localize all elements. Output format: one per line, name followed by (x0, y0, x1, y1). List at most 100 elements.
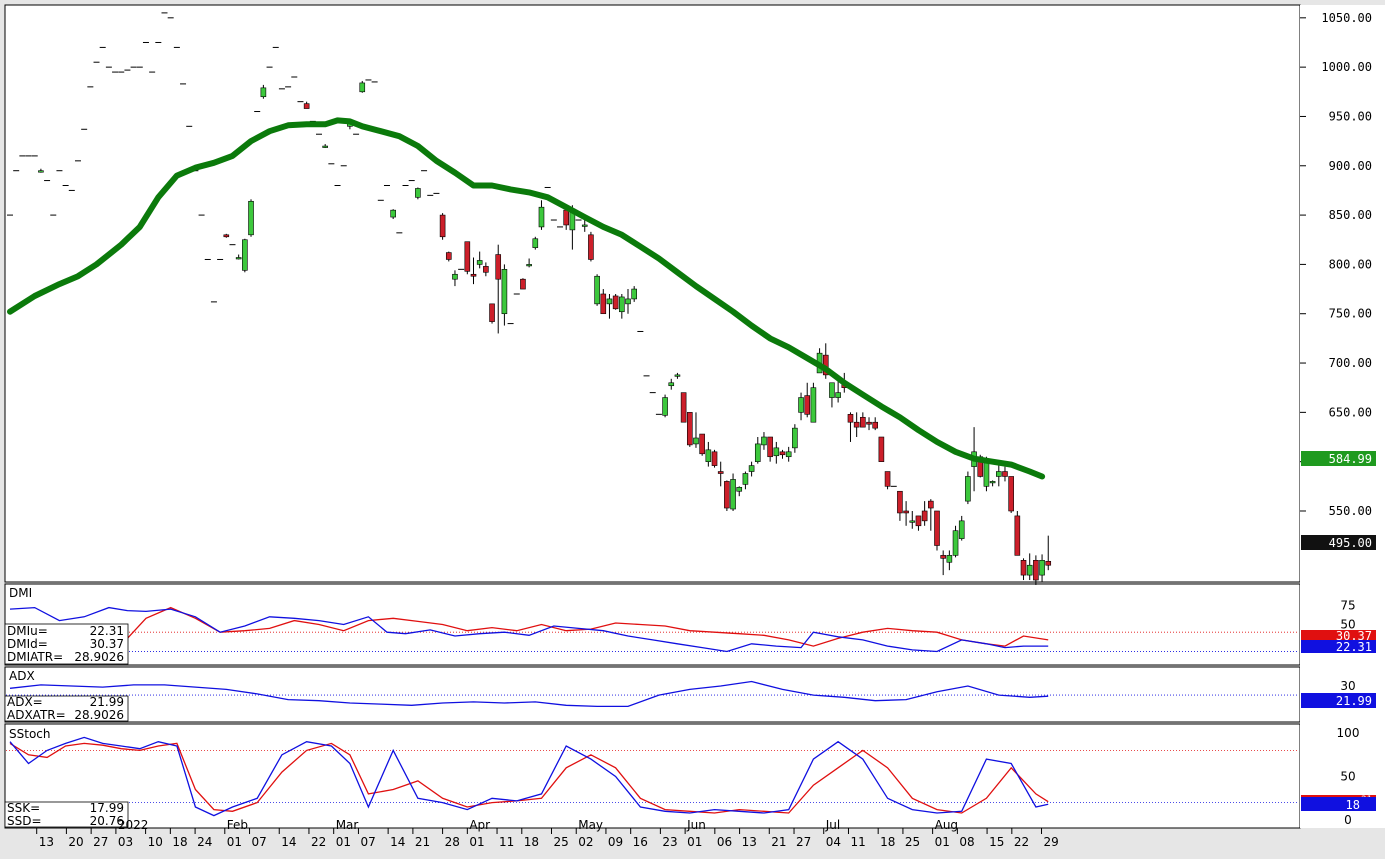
candle-up (1039, 560, 1045, 576)
y-tick-label: 0 (1344, 813, 1352, 827)
x-tick-label: 18 (524, 835, 539, 849)
x-tick-label: 21 (771, 835, 786, 849)
ssd-label: SSD= (7, 814, 42, 828)
candle-down (439, 214, 446, 238)
candle-up (359, 82, 366, 93)
price-y-tick-label: 650.00 (1329, 405, 1372, 419)
dmi-minus-label: DMId= (7, 637, 48, 651)
candle-up (668, 382, 675, 387)
adx-title: ADX (9, 669, 35, 683)
candle-down (680, 392, 687, 423)
x-tick-label: 04 (826, 835, 841, 849)
right-axis-background (1300, 5, 1385, 828)
dmi-plus-value: 22.31 (90, 624, 124, 638)
dmi-title: DMI (9, 586, 32, 600)
x-tick-label: 13 (39, 835, 54, 849)
candle-down (303, 103, 310, 109)
x-tick-label: 10 (148, 835, 163, 849)
x-tick-label: 20 (68, 835, 83, 849)
adx-atr-label: ADXATR= (7, 708, 66, 722)
price-y-tick-label: 950.00 (1329, 109, 1372, 123)
candle-down (699, 433, 705, 455)
x-tick-label: 21 (415, 835, 430, 849)
y-tick-label: 50 (1340, 770, 1355, 784)
x-tick-label: 01 (687, 835, 702, 849)
candle-up (965, 476, 971, 502)
x-tick-label: 16 (633, 835, 648, 849)
ssk-badge (1301, 797, 1376, 811)
x-tick-label: 01 (935, 835, 950, 849)
candle-down (878, 436, 885, 462)
candle-up (322, 145, 328, 148)
adx-value: 21.99 (90, 695, 124, 709)
candle-down (717, 471, 724, 474)
candle-up (798, 397, 804, 413)
ssk-badge-text: 18 (1346, 798, 1360, 812)
moving-average-line (7, 117, 1046, 480)
adx-values-box (4, 695, 129, 722)
last-price-badge-text: 495.00 (1329, 536, 1372, 550)
candle-down (1033, 560, 1039, 581)
candle-up (693, 437, 699, 445)
price-y-tick-label: 900.00 (1329, 159, 1372, 173)
dmi-plus-badge (1301, 640, 1376, 653)
dmi-panel-frame (4, 583, 1301, 666)
dmi-minus-value: 30.37 (90, 637, 124, 651)
candle-down (686, 412, 693, 446)
y-tick-label: 50 (1340, 618, 1355, 632)
candle-up (909, 520, 916, 523)
x-tick-label: 23 (662, 835, 677, 849)
candle-down (921, 510, 928, 522)
price-y-tick-label: 800.00 (1329, 257, 1372, 271)
candle-up (501, 269, 508, 315)
x-month-label: May (578, 818, 603, 832)
candle-down (866, 421, 872, 425)
candle-up (742, 473, 749, 485)
x-axis-background (5, 830, 1300, 852)
x-tick-label: 09 (608, 835, 623, 849)
candle-down (940, 555, 946, 559)
candle-up (581, 224, 588, 227)
dmi-atr-value: 28.9026 (74, 650, 124, 664)
stoch-d-line (9, 742, 1049, 814)
price-y-tick-label: 850.00 (1329, 208, 1372, 222)
candle-down (495, 254, 502, 280)
candle-up (452, 273, 458, 280)
x-tick-label: 06 (717, 835, 732, 849)
candle-down (600, 293, 607, 315)
candle-up (242, 239, 248, 271)
candle-up (606, 298, 613, 305)
candle-down (520, 278, 526, 290)
candle-down (767, 436, 773, 458)
candle-down (223, 234, 230, 238)
candle-down (588, 234, 594, 260)
candle-up (705, 449, 712, 462)
candle-down (884, 471, 891, 487)
candle-down (1045, 560, 1052, 566)
candle-down (483, 266, 489, 273)
adx-badge-text: 21.99 (1336, 694, 1372, 708)
y-tick-label: 30 (1340, 679, 1355, 693)
adx-y-axis: 30 (1340, 679, 1355, 693)
dmi-values-box (4, 623, 129, 665)
last-price-badge (1301, 535, 1376, 550)
ma-value-badge-text: 584.99 (1329, 452, 1372, 466)
x-tick-label: 03 (118, 835, 133, 849)
x-month-label: Jun (686, 818, 706, 832)
x-tick-label: 08 (959, 835, 974, 849)
candle-down (915, 515, 922, 527)
x-tick-label: 07 (252, 835, 267, 849)
x-month-label: Apr (469, 818, 490, 832)
candle-down (903, 510, 909, 514)
candle-up (952, 530, 959, 556)
candle-up (736, 487, 743, 492)
ssk-label: SSK= (7, 801, 40, 815)
candle-down (860, 416, 866, 428)
dmi-plus-badge-text: 22.31 (1336, 640, 1372, 654)
candle-down (470, 273, 477, 277)
x-tick-label: 22 (1014, 835, 1029, 849)
candle-up (773, 447, 780, 457)
price-y-tick-label: 550.00 (1329, 504, 1372, 518)
candle-up (631, 288, 637, 300)
